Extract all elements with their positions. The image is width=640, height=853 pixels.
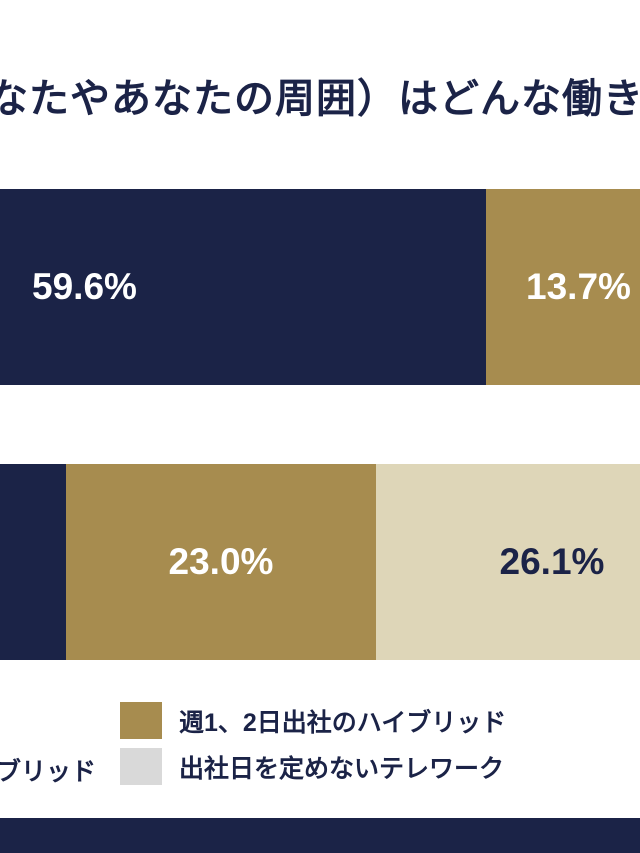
bar1-segment-gold: 13.7% bbox=[486, 189, 640, 385]
legend-swatch-gold bbox=[120, 702, 162, 739]
legend-label-hybrid-1-2: 週1、2日出社のハイブリッド bbox=[179, 708, 507, 737]
bar1-segment-navy-value: 59.6% bbox=[32, 266, 137, 307]
legend-label-telework: 出社日を定めないテレワーク bbox=[179, 754, 505, 783]
chart-title: なたやあなたの周囲）はどんな働き bbox=[0, 77, 640, 121]
bar2-segment-cream-value: 26.1% bbox=[499, 541, 605, 582]
bar2-segment-gold-value: 23.0% bbox=[168, 541, 274, 582]
legend-row-hybrid-1-2: 週1、2日出社のハイブリッド bbox=[120, 702, 506, 739]
footer-navy-band bbox=[0, 818, 640, 853]
bar2-segment-navy bbox=[0, 464, 66, 660]
legend-row-telework: 出社日を定めないテレワーク bbox=[120, 748, 504, 785]
legend-label-partial-left: ブリッド bbox=[0, 758, 97, 786]
stacked-bar-row-2: 23.0% 26.1% bbox=[0, 464, 640, 660]
legend-swatch-gray bbox=[120, 748, 162, 785]
bar2-segment-gold: 23.0% bbox=[66, 464, 376, 660]
stacked-bar-row-1: 59.6% 13.7% bbox=[0, 189, 640, 385]
bar2-segment-cream: 26.1% bbox=[376, 464, 640, 660]
bar1-segment-navy: 59.6% bbox=[0, 189, 486, 385]
bar1-segment-gold-value: 13.7% bbox=[526, 266, 631, 307]
